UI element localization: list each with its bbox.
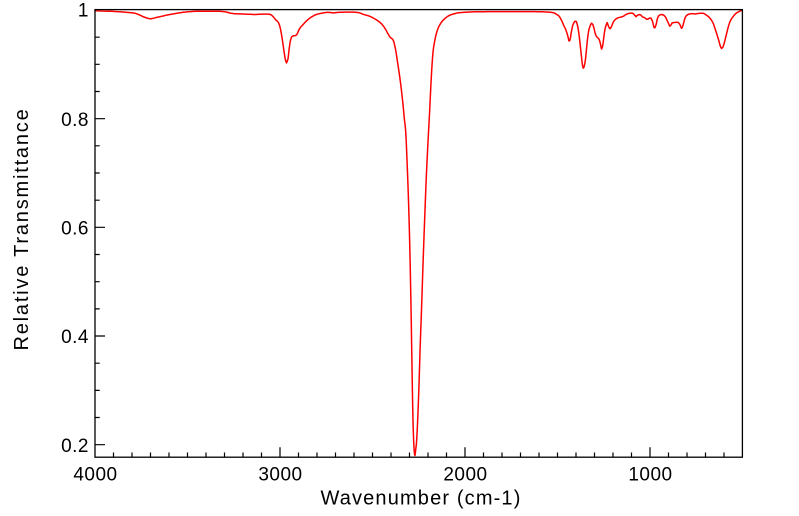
svg-text:3000: 3000 — [258, 465, 302, 486]
svg-text:1000: 1000 — [628, 465, 672, 486]
svg-text:Relative Transmittance: Relative Transmittance — [11, 107, 33, 350]
svg-text:Wavenumber (cm-1): Wavenumber (cm-1) — [320, 488, 521, 510]
svg-text:1: 1 — [78, 1, 89, 22]
svg-text:2000: 2000 — [443, 465, 487, 486]
svg-text:4000: 4000 — [73, 465, 117, 486]
svg-text:0.2: 0.2 — [61, 436, 89, 457]
svg-text:0.4: 0.4 — [61, 327, 89, 348]
svg-text:0.6: 0.6 — [61, 219, 89, 240]
svg-text:0.8: 0.8 — [61, 110, 89, 131]
